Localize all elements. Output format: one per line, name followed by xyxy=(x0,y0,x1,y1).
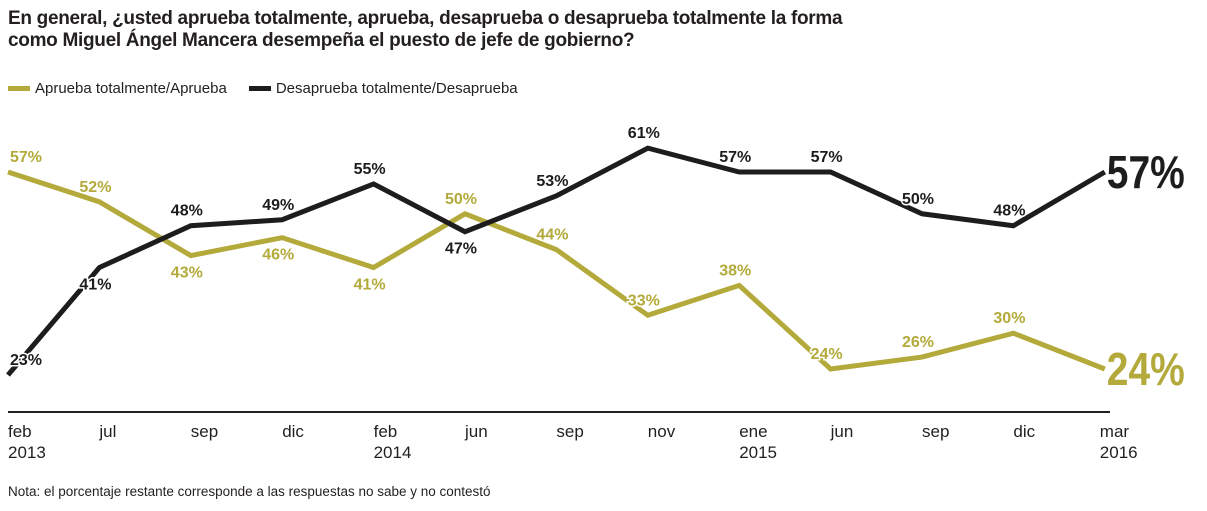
data-label: 48% xyxy=(993,203,1025,220)
title-line-1: En general, ¿usted aprueba totalmente, a… xyxy=(8,8,843,29)
x-tick-year: 2016 xyxy=(1100,443,1138,462)
data-label: 50% xyxy=(445,191,477,208)
x-tick-year: 2014 xyxy=(374,443,412,462)
x-tick-label: sep xyxy=(556,422,583,441)
line-chart: feb 2013 jul sep dic feb 2014 jun sep nov ene 2015 j… xyxy=(6,124,1185,462)
data-label: 50% xyxy=(902,191,934,208)
data-label: 48% xyxy=(171,203,203,220)
data-label: 47% xyxy=(445,241,477,258)
x-tick-label: sep xyxy=(922,422,949,441)
x-tick-label: jun xyxy=(830,422,854,441)
chart-note: Nota: el porcentaje restante corresponde… xyxy=(8,484,491,499)
x-tick-label: feb xyxy=(8,422,32,441)
legend-swatch-desaprueba xyxy=(248,86,271,91)
data-label: 49% xyxy=(262,197,294,214)
x-tick-label: jul xyxy=(98,422,116,441)
data-label: 57% xyxy=(10,149,42,166)
data-label: 24% xyxy=(811,346,843,363)
x-tick-label: mar xyxy=(1100,422,1130,441)
data-label: 57% xyxy=(811,149,843,166)
data-label: 53% xyxy=(536,173,568,190)
data-label: 52% xyxy=(79,179,111,196)
data-label: 41% xyxy=(354,277,386,294)
x-tick-label: sep xyxy=(191,422,218,441)
legend-label-aprueba: Aprueba totalmente/Aprueba xyxy=(35,80,227,97)
chart-title: En general, ¿usted aprueba totalmente, a… xyxy=(8,8,843,52)
data-label: 44% xyxy=(536,227,568,244)
legend: Aprueba totalmente/Aprueba Desaprueba to… xyxy=(8,80,518,97)
x-tick-label: feb xyxy=(374,422,398,441)
data-label: 26% xyxy=(902,334,934,351)
data-label: 46% xyxy=(262,247,294,264)
data-label: 30% xyxy=(993,310,1025,327)
data-label: 55% xyxy=(354,161,386,178)
x-tick-year: 2013 xyxy=(8,443,46,462)
x-tick-label: nov xyxy=(648,422,676,441)
legend-item-aprueba: Aprueba totalmente/Aprueba xyxy=(8,80,227,97)
data-label: 41% xyxy=(79,277,111,294)
data-label: 33% xyxy=(628,292,660,309)
data-label: 43% xyxy=(171,265,203,282)
title-line-2: como Miguel Ángel Mancera desempeña el p… xyxy=(8,30,635,51)
data-label-final: 24% xyxy=(1107,343,1185,395)
x-tick-label: dic xyxy=(1013,422,1035,441)
series-line-aprueba xyxy=(7,169,1106,372)
legend-item-desaprueba: Desaprueba totalmente/Desaprueba xyxy=(248,80,518,97)
series-line-desaprueba xyxy=(6,145,1107,377)
x-tick-label: jun xyxy=(464,422,488,441)
x-tick-label: dic xyxy=(282,422,304,441)
x-tick-label: ene xyxy=(739,422,767,441)
x-tick-year: 2015 xyxy=(739,443,777,462)
data-label-final: 57% xyxy=(1107,146,1185,198)
data-label: 23% xyxy=(10,352,42,369)
data-label: 38% xyxy=(719,262,751,279)
data-label: 57% xyxy=(719,149,751,166)
legend-label-desaprueba: Desaprueba totalmente/Desaprueba xyxy=(275,80,518,97)
data-label: 61% xyxy=(628,125,660,142)
legend-swatch-aprueba xyxy=(8,86,30,91)
